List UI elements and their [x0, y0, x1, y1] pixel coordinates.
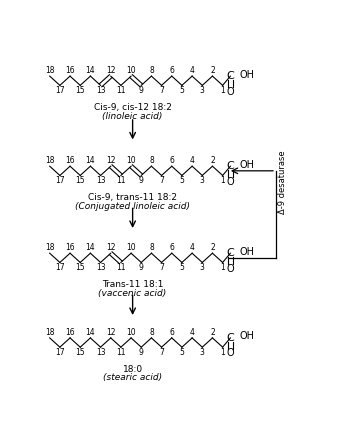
Text: 8: 8	[149, 243, 154, 252]
Text: 6: 6	[169, 66, 174, 75]
Text: 3: 3	[200, 176, 205, 185]
Text: 5: 5	[180, 263, 184, 272]
Text: 1: 1	[220, 263, 225, 272]
Text: 14: 14	[86, 328, 95, 337]
Text: 1: 1	[220, 176, 225, 185]
Text: 5: 5	[180, 348, 184, 357]
Text: 17: 17	[55, 176, 65, 185]
Text: 12: 12	[106, 66, 116, 75]
Text: OH: OH	[240, 160, 255, 170]
Text: Cis-9, trans-11 18:2: Cis-9, trans-11 18:2	[88, 193, 177, 202]
Text: 11: 11	[116, 348, 126, 357]
Text: Δ-9 desaturase: Δ-9 desaturase	[278, 151, 287, 214]
Text: 14: 14	[86, 66, 95, 75]
Text: 3: 3	[200, 348, 205, 357]
Text: C: C	[227, 333, 234, 343]
Text: O: O	[227, 348, 234, 358]
Text: 11: 11	[116, 263, 126, 272]
Text: 17: 17	[55, 348, 65, 357]
Text: 13: 13	[96, 86, 105, 95]
Text: 10: 10	[126, 243, 136, 252]
Text: 2: 2	[210, 243, 215, 252]
Text: 9: 9	[139, 176, 144, 185]
Text: (Conjugated linoleic acid): (Conjugated linoleic acid)	[75, 202, 190, 211]
Text: C: C	[227, 248, 234, 258]
Text: 7: 7	[159, 86, 164, 95]
Text: 15: 15	[76, 348, 85, 357]
Text: 13: 13	[96, 263, 105, 272]
Text: 4: 4	[190, 243, 195, 252]
Text: 15: 15	[76, 176, 85, 185]
Text: 9: 9	[139, 86, 144, 95]
Text: 4: 4	[190, 66, 195, 75]
Text: 12: 12	[106, 156, 116, 165]
Text: 14: 14	[86, 243, 95, 252]
Text: 13: 13	[96, 176, 105, 185]
Text: 10: 10	[126, 66, 136, 75]
Text: 10: 10	[126, 328, 136, 337]
Text: 2: 2	[210, 328, 215, 337]
Text: 8: 8	[149, 156, 154, 165]
Text: 17: 17	[55, 263, 65, 272]
Text: 18: 18	[45, 328, 54, 337]
Text: 6: 6	[169, 156, 174, 165]
Text: 6: 6	[169, 328, 174, 337]
Text: 16: 16	[65, 66, 75, 75]
Text: 18: 18	[45, 156, 54, 165]
Text: 3: 3	[200, 263, 205, 272]
Text: OH: OH	[240, 69, 255, 80]
Text: 7: 7	[159, 348, 164, 357]
Text: 2: 2	[210, 66, 215, 75]
Text: 10: 10	[126, 156, 136, 165]
Text: O: O	[227, 263, 234, 274]
Text: Trans-11 18:1: Trans-11 18:1	[102, 280, 163, 289]
Text: 18: 18	[45, 243, 54, 252]
Text: 18:0: 18:0	[122, 365, 143, 374]
Text: 5: 5	[180, 176, 184, 185]
Text: 3: 3	[200, 86, 205, 95]
Text: 4: 4	[190, 328, 195, 337]
Text: 7: 7	[159, 176, 164, 185]
Text: (linoleic acid): (linoleic acid)	[102, 112, 163, 121]
Text: 16: 16	[65, 243, 75, 252]
Text: OH: OH	[240, 247, 255, 257]
Text: 6: 6	[169, 243, 174, 252]
Text: 5: 5	[180, 86, 184, 95]
Text: 12: 12	[106, 328, 116, 337]
Text: 1: 1	[220, 86, 225, 95]
Text: C: C	[227, 161, 234, 171]
Text: 15: 15	[76, 86, 85, 95]
Text: C: C	[227, 71, 234, 81]
Text: 16: 16	[65, 328, 75, 337]
Text: O: O	[227, 87, 234, 97]
Text: 18: 18	[45, 66, 54, 75]
Text: 13: 13	[96, 348, 105, 357]
Text: 12: 12	[106, 243, 116, 252]
Text: 17: 17	[55, 86, 65, 95]
Text: O: O	[227, 177, 234, 187]
Text: 9: 9	[139, 263, 144, 272]
Text: 2: 2	[210, 156, 215, 165]
Text: 4: 4	[190, 156, 195, 165]
Text: 15: 15	[76, 263, 85, 272]
Text: 7: 7	[159, 263, 164, 272]
Text: 8: 8	[149, 328, 154, 337]
Text: 11: 11	[116, 86, 126, 95]
Text: 16: 16	[65, 156, 75, 165]
Text: 14: 14	[86, 156, 95, 165]
Text: 1: 1	[220, 348, 225, 357]
Text: 9: 9	[139, 348, 144, 357]
Text: (vaccenic acid): (vaccenic acid)	[98, 289, 167, 298]
Text: (stearic acid): (stearic acid)	[103, 374, 162, 383]
Text: Cis-9, cis-12 18:2: Cis-9, cis-12 18:2	[94, 103, 172, 112]
Text: OH: OH	[240, 331, 255, 341]
Text: 11: 11	[116, 176, 126, 185]
Text: 8: 8	[149, 66, 154, 75]
